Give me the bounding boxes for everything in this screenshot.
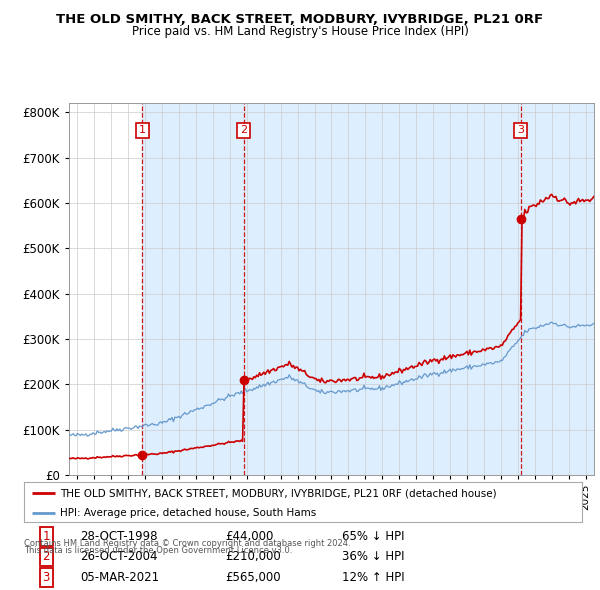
Text: Contains HM Land Registry data © Crown copyright and database right 2024.: Contains HM Land Registry data © Crown c…: [24, 539, 350, 548]
Text: 3: 3: [517, 126, 524, 136]
Text: THE OLD SMITHY, BACK STREET, MODBURY, IVYBRIDGE, PL21 0RF (detached house): THE OLD SMITHY, BACK STREET, MODBURY, IV…: [60, 489, 497, 499]
Text: THE OLD SMITHY, BACK STREET, MODBURY, IVYBRIDGE, PL21 0RF: THE OLD SMITHY, BACK STREET, MODBURY, IV…: [56, 13, 544, 26]
Text: 28-OCT-1998: 28-OCT-1998: [80, 530, 157, 543]
Text: £210,000: £210,000: [225, 550, 281, 563]
Text: 1: 1: [43, 530, 50, 543]
Text: 05-MAR-2021: 05-MAR-2021: [80, 571, 159, 584]
Text: 2: 2: [240, 126, 247, 136]
Text: This data is licensed under the Open Government Licence v3.0.: This data is licensed under the Open Gov…: [24, 546, 292, 555]
Text: 2: 2: [43, 550, 50, 563]
Bar: [142, 103, 244, 475]
Text: 65% ↓ HPI: 65% ↓ HPI: [342, 530, 404, 543]
Text: 12% ↑ HPI: 12% ↑ HPI: [342, 571, 404, 584]
Text: £44,000: £44,000: [225, 530, 273, 543]
Text: 36% ↓ HPI: 36% ↓ HPI: [342, 550, 404, 563]
Text: 1: 1: [139, 126, 146, 136]
Text: 26-OCT-2004: 26-OCT-2004: [80, 550, 157, 563]
Bar: [521, 103, 594, 475]
Text: Price paid vs. HM Land Registry's House Price Index (HPI): Price paid vs. HM Land Registry's House …: [131, 25, 469, 38]
Text: 3: 3: [43, 571, 50, 584]
Bar: [244, 103, 521, 475]
Text: £565,000: £565,000: [225, 571, 281, 584]
Text: HPI: Average price, detached house, South Hams: HPI: Average price, detached house, Sout…: [60, 509, 317, 519]
